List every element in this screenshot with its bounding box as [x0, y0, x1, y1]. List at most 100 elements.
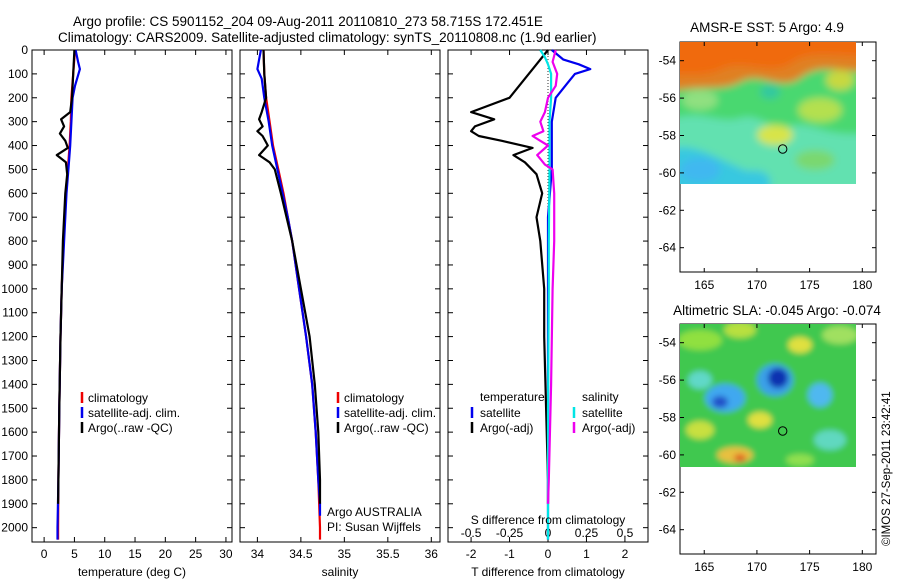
map-ytick-label: -60	[659, 166, 677, 180]
map-ytick-label: -54	[659, 336, 677, 350]
temperature-lines	[55, 49, 82, 540]
map-ytick-label: -64	[659, 523, 677, 537]
map-xtick-label: 165	[694, 560, 714, 574]
s-difference-xlabel: S difference from climatology	[471, 513, 626, 527]
ytick-label: 300	[8, 115, 28, 129]
ytick-label: 1400	[1, 377, 28, 391]
xtick-label: 30	[219, 547, 233, 561]
ytick-label: 1900	[1, 497, 28, 511]
map-ytick-label: -62	[659, 485, 677, 499]
ytick-label: 1300	[1, 353, 28, 367]
legend-label-argo: Argo(..raw -QC)	[344, 421, 429, 435]
legend-label-satellite_s: satellite	[582, 406, 623, 420]
salinity-ticks: 34 34.5 35 35.5 36	[240, 49, 440, 561]
ytick-label: 2000	[1, 521, 28, 535]
legend-label-argo_s: Argo(-adj)	[582, 421, 635, 435]
series-line-argo_s	[531, 49, 559, 504]
map-ytick-label: -64	[659, 241, 677, 255]
legend-label-argo: Argo(-adj)	[480, 421, 533, 435]
map-xtick-label: 170	[747, 278, 767, 292]
ytick-label: 1000	[1, 282, 28, 296]
map-ytick-label: -56	[659, 91, 677, 105]
series-line-satellite_s	[539, 49, 553, 540]
map-xtick-label: 175	[800, 560, 820, 574]
xtick-label: 1	[583, 547, 590, 561]
temperature-xlabel: temperature (deg C)	[78, 565, 186, 579]
sla-map-title: Altimetric SLA: -0.045 Argo: -0.074	[673, 303, 881, 318]
temperature-panel: 0 5 10 15 20 25 300100200300400500600700800900…	[1, 43, 233, 579]
ytick-label: 600	[8, 186, 28, 200]
map-ytick-label: -60	[659, 448, 677, 462]
sla-map-panel: Altimetric SLA: -0.045 Argo: -0.074	[659, 303, 882, 574]
xtick-label: 0	[41, 547, 48, 561]
xtick-label: 34.5	[289, 547, 313, 561]
series-line-argo	[55, 49, 76, 504]
xtick-label: 5	[71, 547, 78, 561]
secondary-xtick-label: -0.5	[461, 526, 482, 540]
map-ytick-label: -62	[659, 203, 677, 217]
xtick-label: -1	[504, 547, 515, 561]
t-difference-xlabel: T difference from climatology	[471, 565, 625, 579]
legend-label-satellite: satellite-adj. clim.	[88, 406, 180, 420]
difference-ticks: -2 -1 0 1 2-0.5 -0.25 0 0.25 0.5	[448, 49, 648, 561]
temperature-axes-frame	[31, 49, 233, 543]
legend-label-satellite: satellite-adj. clim.	[344, 406, 436, 420]
series-line-argo	[470, 49, 550, 504]
salinity-panel: 34 34.5 35 35.5 36 climatologysatellite-adj.…	[239, 49, 441, 579]
map-xtick-label: 165	[694, 278, 714, 292]
legend-label-argo: Argo(..raw -QC)	[88, 421, 173, 435]
sst-float-marker	[778, 144, 788, 154]
ytick-label: 700	[8, 210, 28, 224]
ytick-label: 0	[21, 43, 28, 57]
ytick-label: 1700	[1, 449, 28, 463]
figure-title-line2: Climatology: CARS2009. Satellite-adjuste…	[58, 30, 597, 45]
salinity-lines	[256, 49, 322, 540]
ytick-label: 500	[8, 162, 28, 176]
sst-map-title: AMSR-E SST: 5 Argo: 4.9	[690, 20, 844, 35]
sla-field	[680, 324, 856, 467]
ytick-label: 100	[8, 67, 28, 81]
ytick-label: 1500	[1, 401, 28, 415]
xtick-label: 25	[189, 547, 203, 561]
difference-legend: temperature salinitysatelliteArgo(-adj)sa…	[470, 390, 635, 435]
sla-map-ticks: 165 170 175 180 -54 -56 -58 -60 -62 -64	[659, 324, 876, 574]
ytick-label: 1100	[2, 306, 28, 320]
sst-field	[680, 42, 856, 184]
salinity-annotation-line1: Argo AUSTRALIA	[327, 505, 422, 519]
map-xtick-label: 180	[852, 278, 872, 292]
sst-map-ticks: 165 170 175 180 -54 -56 -58 -60 -62 -64	[659, 42, 876, 292]
ytick-label: 200	[8, 91, 28, 105]
xtick-label: -2	[466, 547, 477, 561]
ytick-label: 1200	[1, 330, 28, 344]
difference-panel: -2 -1 0 1 2-0.5 -0.25 0 0.25 0.5 temperature sali…	[447, 49, 649, 579]
xtick-label: 35.5	[376, 547, 400, 561]
map-ytick-label: -54	[659, 54, 677, 68]
map-xtick-label: 180	[852, 560, 872, 574]
figure-title-line1: Argo profile: CS 5901152_204 09-Aug-2011…	[73, 14, 543, 29]
difference-lines	[470, 49, 592, 540]
legend-label-satellite: satellite	[480, 406, 521, 420]
series-line-satellite	[256, 49, 322, 516]
secondary-xtick-label: 0.5	[617, 526, 634, 540]
xtick-label: 10	[98, 547, 112, 561]
xtick-label: 36	[425, 547, 439, 561]
sst-map-panel: AMSR-E SST: 5 Argo: 4.9 165 170 175 180 -54 -…	[659, 20, 877, 292]
sla-float-marker	[778, 426, 788, 436]
ytick-label: 900	[8, 258, 28, 272]
map-xtick-label: 175	[800, 278, 820, 292]
ytick-label: 400	[8, 139, 28, 153]
salinity-axes-frame	[239, 49, 441, 543]
map-ytick-label: -58	[659, 410, 677, 424]
legend-title-temperature: temperature	[480, 390, 545, 404]
xtick-label: 15	[128, 547, 142, 561]
legend-title-salinity: salinity	[582, 390, 619, 404]
xtick-label: 34	[251, 547, 265, 561]
map-ytick-label: -56	[659, 373, 677, 387]
salinity-xlabel: salinity	[322, 565, 359, 579]
xtick-label: 20	[159, 547, 173, 561]
map-xtick-label: 170	[747, 560, 767, 574]
secondary-xtick-label: 0.25	[575, 526, 599, 540]
imos-stamp: ©IMOS 27-Sep-2011 23:42:41	[881, 391, 893, 546]
salinity-annotation-line2: PI: Susan Wijffels	[327, 520, 421, 534]
